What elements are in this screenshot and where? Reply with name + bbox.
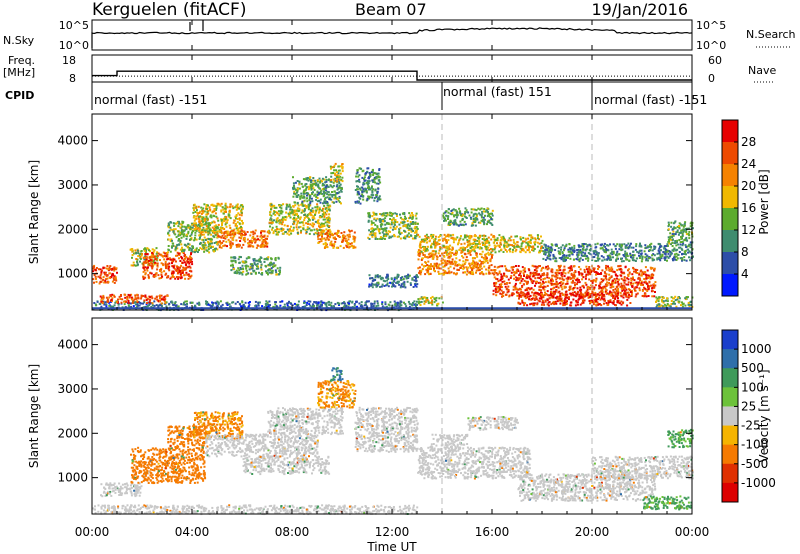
velocity-ytick-label: 2000: [57, 426, 88, 440]
power-colorbar-label: Power [dB]: [757, 169, 771, 234]
x-tick-label: 00:00: [675, 525, 710, 539]
x-tick-label: 00:00: [75, 525, 110, 539]
velocity-ytick-label: 1000: [57, 471, 88, 485]
power-colorbar-swatch: [722, 208, 738, 231]
freq-unit: [MHz]: [3, 66, 35, 79]
power-colorbar-label: 20: [741, 179, 756, 193]
power-colorbar-swatch: [722, 252, 738, 275]
nsky-label: N.Sky: [3, 34, 35, 47]
power-panel: 1000 2000 3000 4000 Slant Range [km] 4 8 12 16…: [27, 114, 771, 311]
nsky-tick-top: 10^5: [59, 19, 89, 32]
velocity-colorbar-swatch: [722, 426, 738, 446]
velocity-ylabel: Slant Range [km]: [27, 364, 41, 468]
velocity-colorbar-swatch: [722, 368, 738, 388]
cpid-segment-1: normal (fast) -151: [94, 92, 207, 107]
time-axis-label: Time UT: [366, 540, 417, 554]
x-tick-label: 20:00: [575, 525, 610, 539]
power-ytick-label: 4000: [57, 134, 88, 148]
velocity-colorbar-swatch: [722, 483, 738, 503]
power-colorbar-swatch: [722, 142, 738, 165]
radar-title: Kerguelen (fitACF): [92, 0, 246, 20]
power-ytick-label: 1000: [57, 267, 88, 281]
nsearch-label: N.Search: [746, 28, 796, 41]
velocity-colorbar-label: -1000: [741, 476, 776, 490]
freq-tick-top: 18: [62, 54, 76, 67]
velocity-colorbar-swatch: [722, 445, 738, 465]
velocity-colorbar-swatch: [722, 330, 738, 350]
x-tick-label: 12:00: [375, 525, 410, 539]
date-title: 19/Jan/2016: [591, 0, 688, 19]
power-colorbar-label: 4: [741, 267, 749, 281]
power-ytick-label: 2000: [57, 222, 88, 236]
velocity-colorbar-swatch: [722, 406, 738, 426]
nsky-trace: [92, 28, 692, 48]
nave-tick-bottom: 0: [708, 72, 715, 85]
nsearch-tick-top: 10^5: [696, 19, 726, 32]
velocity-ytick-label: 4000: [57, 338, 88, 352]
cpid-segment-2: normal (fast) 151: [443, 84, 552, 99]
velocity-colorbar-swatch: [722, 387, 738, 407]
x-tick-label: 16:00: [475, 525, 510, 539]
power-colorbar-swatch: [722, 230, 738, 253]
freq-panel: Freq. [MHz] 18 8 60 0 Nave: [3, 54, 776, 85]
power-colorbar-swatch: [722, 186, 738, 209]
velocity-colorbar-label: 25: [741, 399, 756, 413]
velocity-ytick-label: 3000: [57, 382, 88, 396]
power-colorbar-label: 16: [741, 201, 756, 215]
nave-tick-top: 60: [708, 54, 722, 67]
nsearch-tick-bottom: 10^0: [696, 39, 726, 52]
velocity-colorbar-swatch: [722, 464, 738, 484]
velocity-colorbar-label: Velocity [m s⁻¹]: [757, 369, 771, 462]
nsky-tick-bottom: 10^0: [59, 39, 89, 52]
beam-title: Beam 07: [355, 0, 427, 19]
power-colorbar-swatch: [722, 164, 738, 187]
power-ytick-label: 3000: [57, 178, 88, 192]
cpid-segment-3: normal (fast) -151: [594, 92, 707, 107]
power-colorbar-label: 28: [741, 135, 756, 149]
cpid-row: CPID normal (fast) -151 normal (fast) 15…: [5, 82, 707, 110]
power-colorbar-label: 8: [741, 245, 749, 259]
power-colorbar-swatch: [722, 120, 738, 143]
freq-tick-bottom: 8: [69, 72, 76, 85]
x-tick-label: 08:00: [275, 525, 310, 539]
cpid-label: CPID: [5, 89, 34, 102]
velocity-colorbar-label: 1000: [741, 342, 772, 356]
power-colorbar-swatch: [722, 274, 738, 297]
nave-label: Nave: [748, 64, 776, 77]
power-colorbar-label: 12: [741, 223, 756, 237]
power-ylabel: Slant Range [km]: [27, 160, 41, 264]
x-tick-label: 04:00: [175, 525, 210, 539]
nsky-panel: N.Sky 10^5 10^0 10^5 10^0 N.Search: [3, 19, 796, 52]
power-colorbar-label: 24: [741, 157, 756, 171]
velocity-colorbar-swatch: [722, 349, 738, 369]
